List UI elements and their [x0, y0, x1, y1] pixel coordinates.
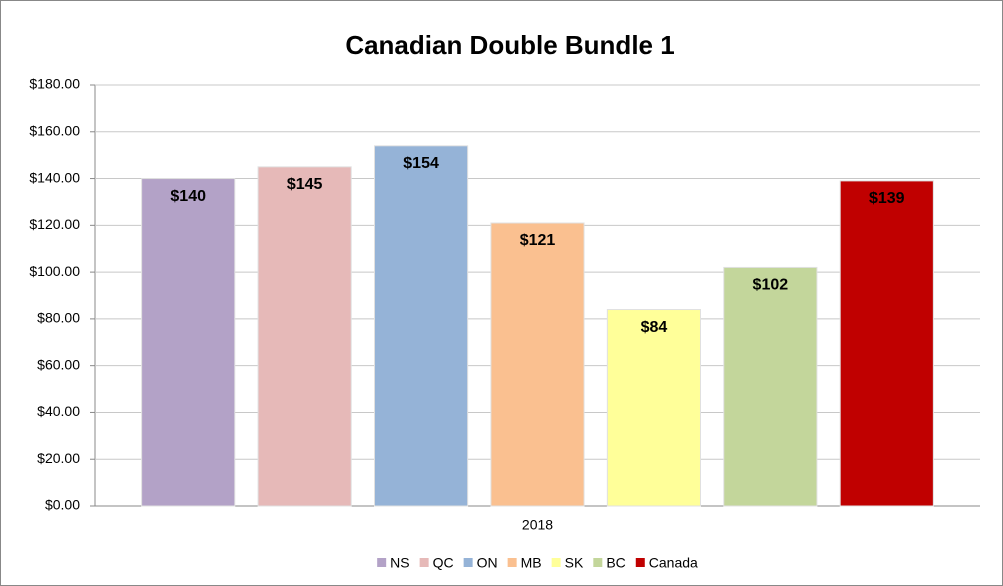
y-tick-label: $120.00: [29, 216, 80, 232]
bar: [839, 180, 934, 507]
legend-label: BC: [606, 555, 625, 571]
y-tick-label: $100.00: [29, 263, 80, 279]
y-tick-label: $180.00: [29, 76, 80, 92]
data-label: $140: [170, 188, 206, 205]
y-tick-label: $140.00: [29, 169, 80, 185]
y-tick-label: $60.00: [37, 356, 80, 372]
data-label: $102: [753, 277, 789, 294]
bar: [606, 309, 701, 507]
legend-swatch: [419, 558, 429, 567]
data-label: $145: [287, 176, 323, 193]
legend-label: QC: [433, 555, 454, 571]
legend-swatch: [463, 558, 473, 567]
y-tick-label: $40.00: [37, 403, 80, 419]
legend-label: MB: [521, 555, 542, 571]
data-label: $121: [520, 232, 556, 249]
legend-label: SK: [565, 555, 584, 571]
bar: [257, 166, 352, 507]
legend-swatch: [551, 558, 561, 567]
y-tick-label: $80.00: [37, 310, 80, 326]
legend-label: ON: [477, 555, 498, 571]
legend-label: NS: [390, 555, 409, 571]
legend-swatch: [377, 558, 387, 567]
bar: [374, 145, 469, 507]
bar: [141, 178, 236, 507]
legend-swatch: [635, 558, 645, 567]
y-tick-label: $20.00: [37, 450, 80, 466]
y-tick-label: $0.00: [45, 497, 80, 513]
bar: [490, 222, 585, 507]
legend-swatch: [507, 558, 517, 567]
data-label: $84: [641, 319, 668, 336]
bar: [723, 266, 818, 507]
data-label: $139: [869, 190, 905, 207]
data-label: $154: [403, 155, 439, 172]
chart-title: Canadian Double Bundle 1: [345, 30, 674, 60]
legend-label: Canada: [649, 555, 698, 571]
legend-swatch: [593, 558, 603, 567]
y-tick-label: $160.00: [29, 122, 80, 138]
x-tick-label: 2018: [522, 517, 553, 533]
